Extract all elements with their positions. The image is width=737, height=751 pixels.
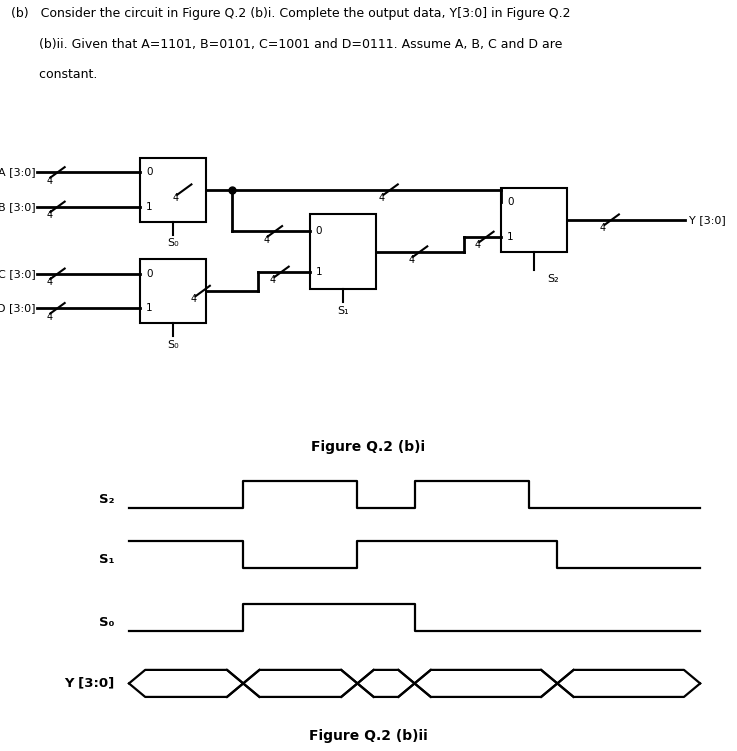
Text: S₁: S₁ xyxy=(337,306,349,316)
Bar xyxy=(501,188,567,252)
Text: S₂: S₂ xyxy=(99,493,114,506)
Text: 4: 4 xyxy=(600,223,606,233)
Bar xyxy=(140,158,206,222)
Text: (b)   Consider the circuit in Figure Q.2 (b)i. Complete the output data, Y[3:0] : (b) Consider the circuit in Figure Q.2 (… xyxy=(11,8,570,20)
Text: Figure Q.2 (b)ii: Figure Q.2 (b)ii xyxy=(309,729,428,743)
Text: S₀: S₀ xyxy=(167,238,179,249)
Text: 4: 4 xyxy=(270,275,276,285)
Text: 1: 1 xyxy=(146,303,153,313)
Text: 4: 4 xyxy=(408,255,414,265)
Text: 4: 4 xyxy=(191,294,197,304)
Text: S₀: S₀ xyxy=(99,617,114,629)
Text: 4: 4 xyxy=(47,312,53,321)
Text: 4: 4 xyxy=(379,193,385,203)
Text: (b)ii. Given that A=1101, B=0101, C=1001 and D=0111. Assume A, B, C and D are: (b)ii. Given that A=1101, B=0101, C=1001… xyxy=(11,38,562,51)
Text: S₁: S₁ xyxy=(99,553,114,566)
Text: 0: 0 xyxy=(146,167,153,177)
Text: Y [3:0]: Y [3:0] xyxy=(689,215,726,225)
Bar xyxy=(140,259,206,323)
Text: C [3:0]: C [3:0] xyxy=(0,269,35,279)
Text: S₀: S₀ xyxy=(167,339,179,350)
Text: 0: 0 xyxy=(146,269,153,279)
Text: constant.: constant. xyxy=(11,68,97,82)
Text: Figure Q.2 (b)i: Figure Q.2 (b)i xyxy=(312,440,425,454)
Text: 1: 1 xyxy=(146,202,153,212)
Text: 4: 4 xyxy=(172,193,178,203)
Text: A [3:0]: A [3:0] xyxy=(0,167,35,177)
Text: S₂: S₂ xyxy=(547,274,559,284)
Text: 4: 4 xyxy=(475,240,481,250)
Text: B [3:0]: B [3:0] xyxy=(0,202,35,212)
Text: 0: 0 xyxy=(315,226,322,237)
Text: 4: 4 xyxy=(264,234,270,245)
Bar xyxy=(310,214,376,289)
Text: 4: 4 xyxy=(47,277,53,287)
Text: 4: 4 xyxy=(47,176,53,185)
Text: D [3:0]: D [3:0] xyxy=(0,303,35,313)
Text: 4: 4 xyxy=(47,210,53,220)
Text: 1: 1 xyxy=(315,267,322,277)
Text: Y [3:0]: Y [3:0] xyxy=(64,677,114,690)
Text: 1: 1 xyxy=(507,232,514,242)
Text: 0: 0 xyxy=(507,198,514,207)
